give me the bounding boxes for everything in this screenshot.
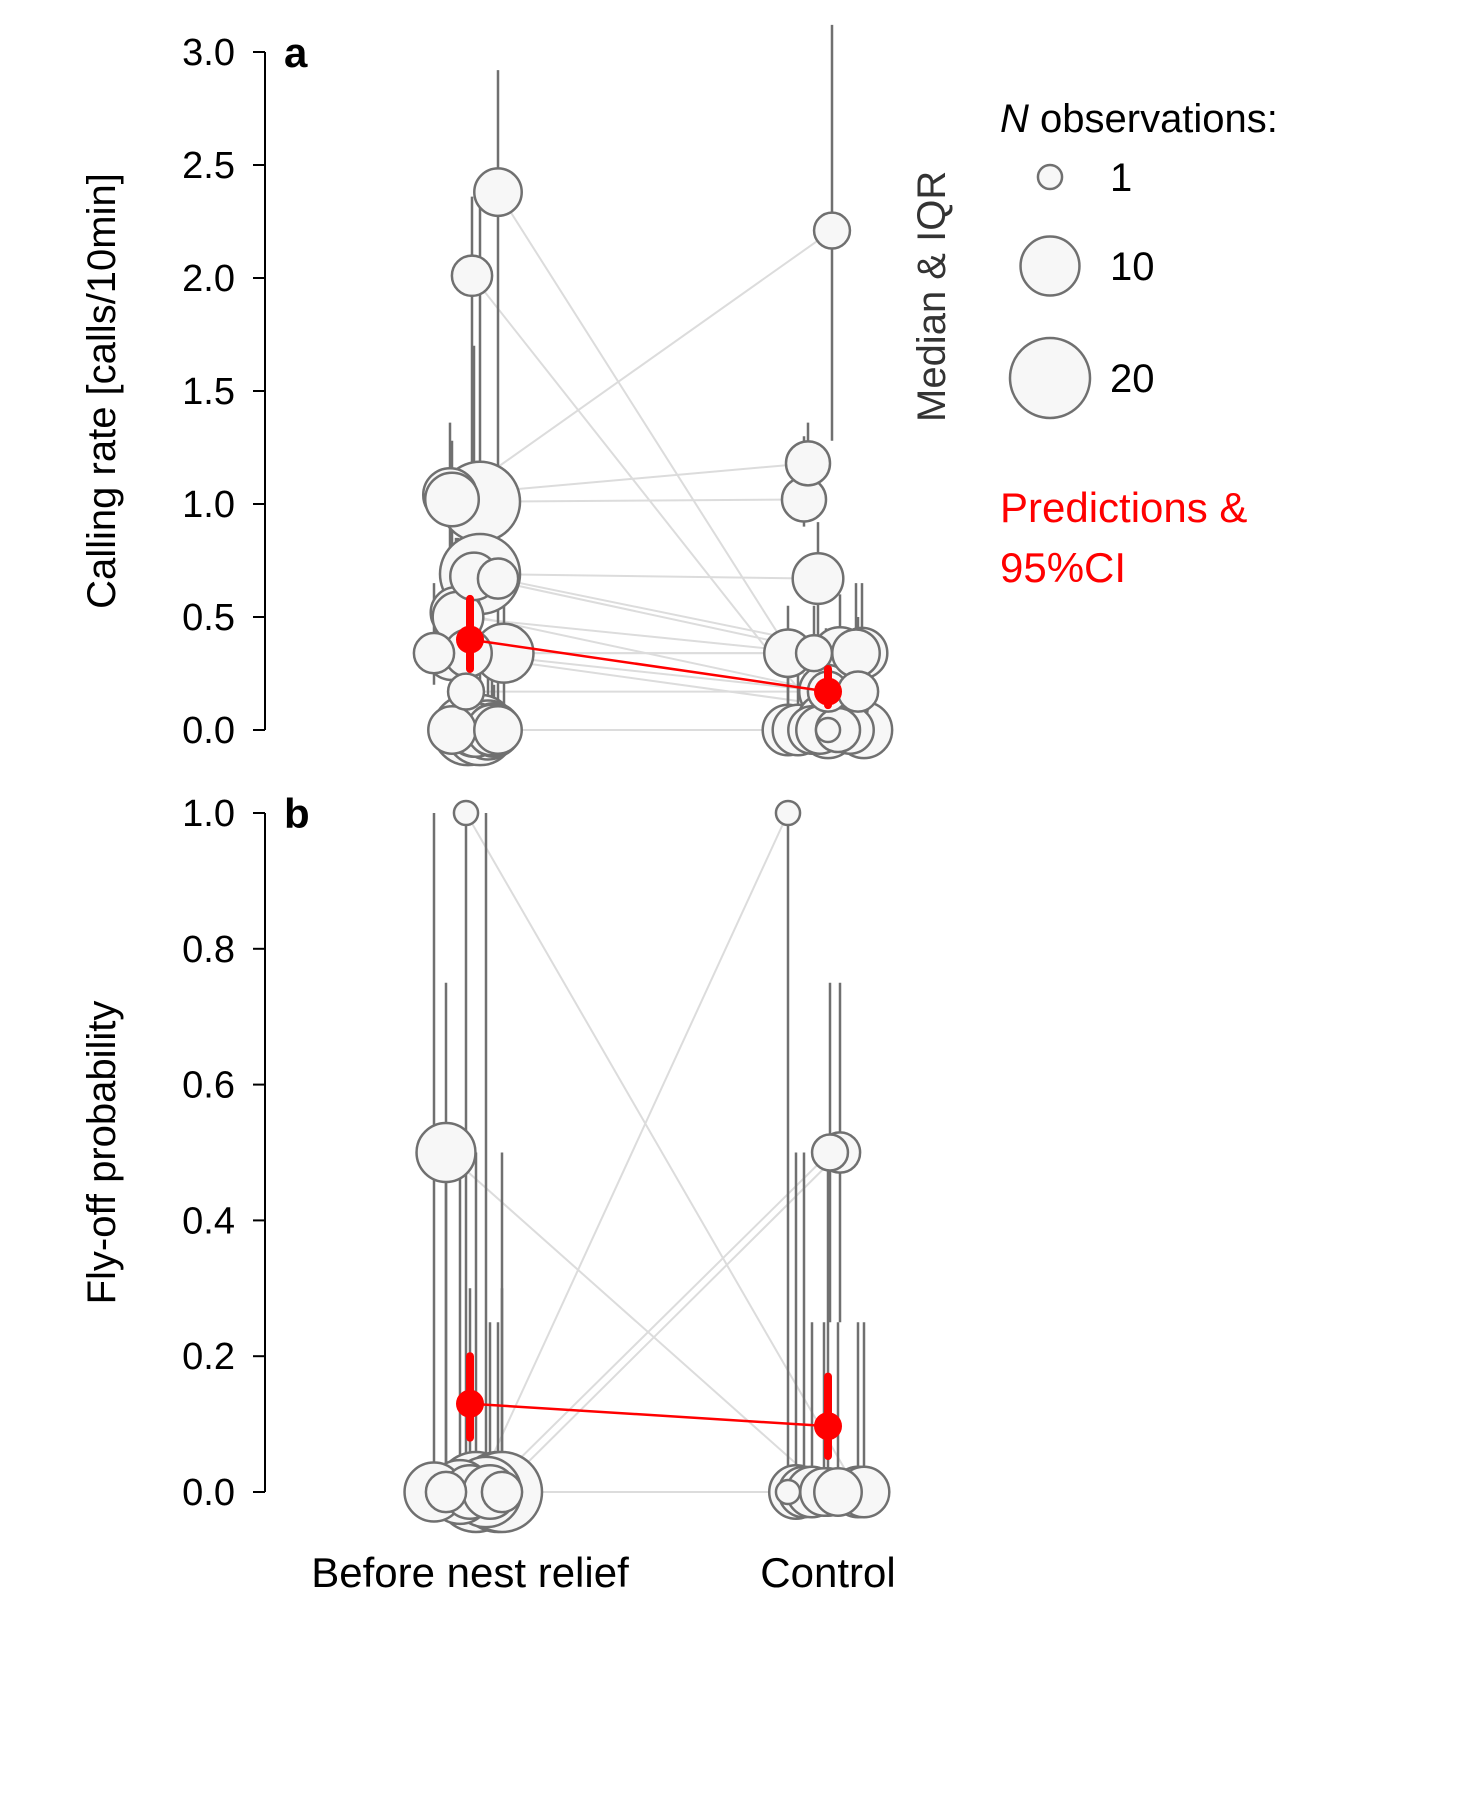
median-bubble bbox=[831, 628, 881, 679]
x-category-label: Control bbox=[760, 1549, 895, 1596]
prediction-point bbox=[814, 1412, 842, 1441]
y-tick-label: 1.0 bbox=[182, 484, 235, 526]
legend-size-label: 1 bbox=[1110, 156, 1132, 200]
median-bubble bbox=[814, 716, 842, 744]
y-tick-label: 0.0 bbox=[182, 1472, 235, 1514]
y-tick-label: 2.0 bbox=[182, 258, 235, 300]
pair-connector bbox=[471, 275, 823, 720]
pair-connector bbox=[485, 1151, 831, 1493]
legend: N observations: 1 10 20 Median & IQR Predi… bbox=[910, 97, 1278, 591]
pair-connector bbox=[479, 573, 819, 580]
median-bubble bbox=[415, 1121, 477, 1184]
median-bubble bbox=[836, 670, 880, 713]
median-bubble bbox=[473, 167, 523, 218]
median-bubble bbox=[412, 631, 456, 675]
median-bubbles bbox=[412, 167, 894, 767]
y-tick-label: 0.4 bbox=[182, 1200, 235, 1242]
median-bubble bbox=[774, 799, 802, 827]
legend-size-bubble bbox=[1008, 336, 1092, 420]
pair-connector bbox=[479, 498, 805, 503]
y-axis-title: Fly-off probability bbox=[80, 1001, 124, 1305]
pair-connector bbox=[497, 191, 833, 720]
panel-label: b bbox=[284, 790, 310, 837]
pair-connector bbox=[457, 616, 815, 655]
y-tick-label: 0.2 bbox=[182, 1336, 235, 1378]
y-tick-label: 0.8 bbox=[182, 929, 235, 971]
panel-label: a bbox=[284, 29, 308, 76]
legend-size-label: 10 bbox=[1110, 245, 1155, 289]
median-bubble bbox=[791, 552, 845, 606]
panel-a: 0.0 0.5 1.0 1.5 2.0 2.5 3.0 Calling rate [calls… bbox=[80, 24, 894, 767]
pair-connector bbox=[465, 812, 859, 1493]
prediction-point bbox=[814, 677, 842, 706]
median-bubble bbox=[427, 705, 477, 755]
legend-median-iqr-label: Median & IQR bbox=[910, 171, 954, 422]
median-bubble bbox=[794, 633, 834, 673]
legend-predictions-line2: 95%CI bbox=[1000, 544, 1126, 591]
legend-size-label: 20 bbox=[1110, 357, 1155, 401]
median-bubble bbox=[812, 211, 852, 250]
y-tick-label: 3.0 bbox=[182, 32, 235, 74]
median-bubble bbox=[424, 1470, 468, 1514]
y-tick-label: 1.0 bbox=[182, 793, 235, 835]
prediction-point bbox=[456, 1389, 484, 1418]
predictions bbox=[456, 594, 842, 710]
y-tick-label: 0.5 bbox=[182, 597, 235, 639]
prediction-line bbox=[469, 1402, 829, 1428]
median-bubble bbox=[476, 557, 520, 600]
legend-size-bubble bbox=[1019, 235, 1081, 297]
median-bubble bbox=[450, 254, 494, 298]
median-bubble bbox=[784, 440, 832, 487]
legend-size-bubble bbox=[1036, 163, 1064, 191]
median-bubble bbox=[473, 705, 523, 755]
y-axis-title: Calling rate [calls/10min] bbox=[80, 173, 124, 609]
panel-b: 0.0 0.2 0.4 0.6 0.8 1.0 Fly-off probability b Be… bbox=[80, 790, 896, 1596]
y-tick-label: 0.0 bbox=[182, 710, 235, 752]
y-tick-label: 1.5 bbox=[182, 371, 235, 413]
prediction-point bbox=[456, 625, 484, 654]
median-bubble bbox=[813, 1467, 863, 1517]
y-tick-label: 2.5 bbox=[182, 145, 235, 187]
median-bubble bbox=[446, 672, 486, 711]
prediction-line bbox=[469, 638, 829, 693]
pair-connector bbox=[451, 229, 833, 501]
median-bubble bbox=[480, 1470, 524, 1514]
median-bubble bbox=[423, 471, 481, 528]
pair-connector bbox=[445, 1151, 829, 1493]
legend-predictions-line1: Predictions & bbox=[1000, 484, 1247, 531]
y-tick-label: 0.6 bbox=[182, 1065, 235, 1107]
median-bubbles bbox=[403, 799, 891, 1534]
pair-connector bbox=[475, 812, 789, 1493]
median-bubble bbox=[452, 799, 480, 827]
median-bubble bbox=[810, 1133, 850, 1172]
median-bubble bbox=[774, 1478, 802, 1506]
x-category-label: Before nest relief bbox=[311, 1549, 629, 1596]
predictions bbox=[456, 1352, 842, 1461]
legend-title: N observations: bbox=[1000, 97, 1278, 141]
pair-connector bbox=[497, 1151, 841, 1493]
